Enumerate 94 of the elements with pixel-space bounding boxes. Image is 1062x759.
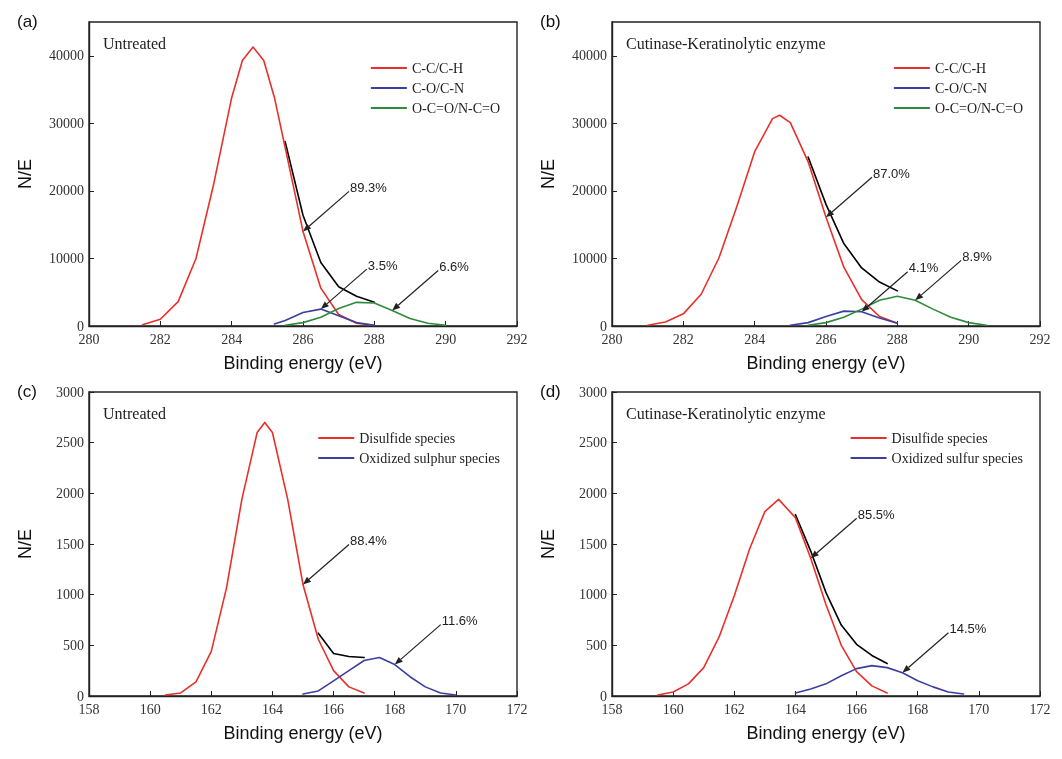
x-tick-label: 168 — [384, 701, 406, 717]
y-tick-label: 0 — [600, 688, 607, 704]
y-axis-title: N/E — [538, 158, 558, 190]
annotation: 8.9% — [962, 248, 993, 264]
legend-label: Disulfide species — [891, 430, 988, 446]
x-tick-label: 168 — [907, 701, 929, 717]
y-tick-label: 0 — [77, 318, 84, 334]
y-tick-label: 500 — [63, 637, 84, 653]
legend-label: C-C/C-H — [934, 60, 987, 76]
x-tick-label: 288 — [363, 331, 385, 347]
y-tick-label: 1500 — [56, 536, 84, 552]
x-tick-label: 172 — [506, 701, 528, 717]
x-tick-label: 280 — [601, 331, 623, 347]
chart-title: (c) — [17, 382, 37, 401]
annotation: 11.6% — [441, 613, 479, 629]
x-axis-title: Binding energy (eV) — [746, 353, 906, 373]
x-tick-label: 172 — [1029, 701, 1051, 717]
x-tick-label: 170 — [445, 701, 467, 717]
x-tick-label: 286 — [292, 331, 314, 347]
line-series — [794, 664, 965, 695]
y-tick-label: 2500 — [579, 435, 607, 451]
x-tick-label: 162 — [723, 701, 745, 717]
annotation: 14.5% — [949, 621, 987, 637]
annotation: 88.4% — [350, 533, 388, 549]
y-tick-label: 2500 — [56, 435, 84, 451]
chart-title: (b) — [540, 12, 561, 31]
x-tick-label: 166 — [846, 701, 868, 717]
line-series — [317, 632, 365, 659]
y-tick-label: 0 — [600, 318, 607, 334]
x-tick-label: 164 — [784, 701, 806, 717]
y-tick-label: 30000 — [49, 115, 84, 131]
x-tick-label: 288 — [886, 331, 908, 347]
y-tick-label: 10000 — [572, 250, 607, 266]
x-tick-label: 170 — [968, 701, 990, 717]
x-axis-title: Binding energy (eV) — [223, 353, 383, 373]
y-tick-label: 1500 — [579, 536, 607, 552]
y-tick-label: 2000 — [56, 485, 84, 501]
x-tick-label: 282 — [149, 331, 171, 347]
x-axis-title: Binding energy (eV) — [223, 723, 383, 743]
y-tick-label: 40000 — [572, 48, 607, 64]
y-tick-label: 10000 — [49, 250, 84, 266]
line-series — [284, 301, 447, 327]
y-tick-label: 40000 — [49, 48, 84, 64]
y-tick-label: 3000 — [56, 384, 84, 400]
y-tick-label: 1000 — [56, 587, 84, 603]
x-tick-label: 166 — [323, 701, 345, 717]
x-tick-label: 160 — [139, 701, 161, 717]
y-axis-title: N/E — [538, 528, 558, 560]
chart-title: (a) — [17, 12, 38, 31]
y-axis-title: N/E — [15, 528, 35, 560]
x-tick-label: 280 — [78, 331, 100, 347]
y-axis-title: N/E — [15, 158, 35, 190]
x-tick-label: 284 — [744, 331, 766, 347]
legend-label: Disulfide species — [359, 430, 456, 446]
legend-label: O-C=O/N-C=O — [934, 100, 1023, 116]
x-tick-label: 282 — [672, 331, 694, 347]
annotation: 89.3% — [350, 179, 388, 195]
chart-title: (d) — [540, 382, 561, 401]
legend-label: C-C/C-H — [411, 60, 464, 76]
x-tick-label: 158 — [601, 701, 623, 717]
legend-label: C-O/C-N — [411, 80, 464, 96]
y-tick-label: 3000 — [579, 384, 607, 400]
y-tick-label: 20000 — [49, 183, 84, 199]
text: Untreated — [103, 404, 167, 422]
legend-label: C-O/C-N — [934, 80, 987, 96]
y-tick-label: 0 — [77, 688, 84, 704]
line-series — [302, 656, 457, 696]
x-tick-label: 290 — [435, 331, 457, 347]
annotation: 4.1% — [908, 260, 939, 276]
x-tick-label: 290 — [958, 331, 980, 347]
annotation: 6.6% — [439, 258, 470, 274]
y-tick-label: 20000 — [572, 183, 607, 199]
annotation: 87.0% — [873, 165, 911, 181]
text: Untreated — [103, 34, 167, 52]
x-tick-label: 162 — [200, 701, 222, 717]
annotation: 85.5% — [857, 506, 896, 522]
annotation: 3.5% — [367, 257, 398, 273]
x-tick-label: 160 — [662, 701, 684, 717]
y-tick-label: 2000 — [579, 485, 607, 501]
x-tick-label: 286 — [815, 331, 837, 347]
legend-label: Oxidized sulphur species — [359, 450, 500, 466]
x-tick-label: 292 — [1029, 331, 1051, 347]
legend-label: O-C=O/N-C=O — [411, 100, 500, 116]
x-tick-label: 158 — [78, 701, 100, 717]
y-tick-label: 500 — [586, 637, 607, 653]
y-tick-label: 1000 — [579, 587, 607, 603]
text: Cutinase-Keratinolytic enzyme — [626, 404, 826, 423]
text: Cutinase-Keratinolytic enzyme — [626, 34, 826, 53]
x-axis-title: Binding energy (eV) — [746, 723, 906, 743]
x-tick-label: 292 — [506, 331, 528, 347]
x-tick-label: 284 — [221, 331, 243, 347]
x-tick-label: 164 — [261, 701, 283, 717]
y-tick-label: 30000 — [572, 115, 607, 131]
legend-label: Oxidized sulfur species — [891, 450, 1024, 466]
